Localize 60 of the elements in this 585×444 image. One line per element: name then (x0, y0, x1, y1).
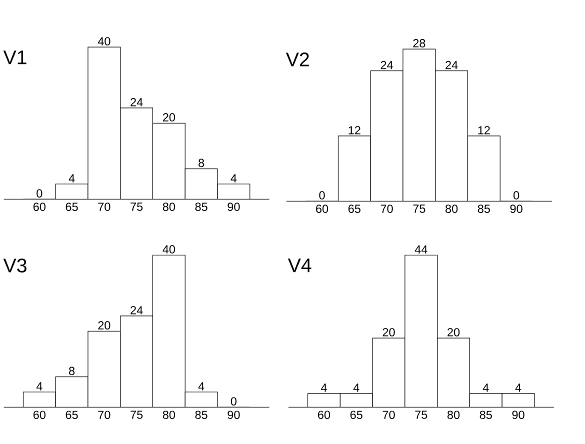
data-label: 4 (353, 384, 360, 392)
data-label: 4 (482, 384, 489, 392)
chart-title: V4 (288, 258, 312, 272)
x-tick-label: 65 (348, 204, 360, 214)
chart-title: V1 (3, 50, 26, 64)
x-tick-label: 80 (446, 204, 458, 214)
x-tick-label: 75 (415, 410, 428, 420)
data-label: 0 (230, 397, 237, 406)
x-tick-label: 65 (66, 410, 78, 420)
data-label: 0 (513, 191, 520, 200)
data-label: 12 (348, 126, 360, 135)
x-tick-label: 90 (512, 410, 524, 420)
x-tick-label: 80 (162, 202, 176, 212)
data-label: 4 (198, 382, 204, 391)
x-tick-label: 65 (66, 202, 78, 212)
data-label: 28 (413, 39, 426, 48)
data-label: 40 (98, 37, 110, 46)
x-tick-label: 65 (350, 410, 362, 420)
x-tick-label: 60 (318, 410, 330, 420)
x-tick-label: 75 (130, 202, 143, 212)
x-tick-label: 70 (98, 410, 110, 420)
x-tick-label: 60 (316, 204, 328, 214)
x-tick-label: 85 (478, 204, 490, 214)
data-label: 0 (36, 189, 42, 198)
data-label: 40 (162, 245, 176, 254)
x-tick-label: 80 (162, 410, 176, 420)
x-tick-label: 60 (33, 410, 46, 420)
data-label: 20 (448, 328, 460, 337)
data-label: 4 (36, 382, 42, 391)
data-label: 24 (446, 61, 458, 70)
data-label: 8 (69, 367, 75, 376)
data-label: 20 (382, 328, 395, 337)
data-label: 0 (319, 191, 325, 200)
x-tick-label: 70 (98, 202, 110, 212)
data-label: 4 (68, 174, 75, 183)
x-tick-label: 90 (510, 204, 522, 214)
x-tick-label: 75 (130, 410, 143, 420)
data-label: 20 (98, 321, 110, 330)
x-tick-label: 80 (447, 410, 460, 420)
data-label: 24 (130, 306, 143, 315)
x-tick-label: 70 (380, 204, 393, 214)
data-label: 4 (515, 384, 522, 392)
x-tick-label: 90 (228, 202, 240, 212)
x-tick-label: 85 (195, 410, 208, 420)
data-label: 20 (162, 113, 176, 122)
x-tick-label: 85 (195, 202, 208, 212)
data-label: 44 (414, 246, 428, 254)
x-tick-label: 90 (228, 410, 240, 420)
x-tick-label: 70 (382, 410, 395, 420)
data-label: 12 (478, 126, 490, 135)
x-tick-label: 75 (413, 204, 426, 214)
data-label: 24 (130, 98, 143, 106)
data-label: 8 (198, 159, 204, 168)
x-tick-label: 85 (480, 410, 492, 420)
data-label: 4 (230, 174, 237, 183)
chart-title: V2 (286, 52, 309, 66)
data-label: 4 (320, 384, 327, 392)
chart-title: V3 (3, 258, 26, 273)
x-tick-label: 60 (33, 202, 46, 212)
data-label: 24 (380, 61, 393, 70)
